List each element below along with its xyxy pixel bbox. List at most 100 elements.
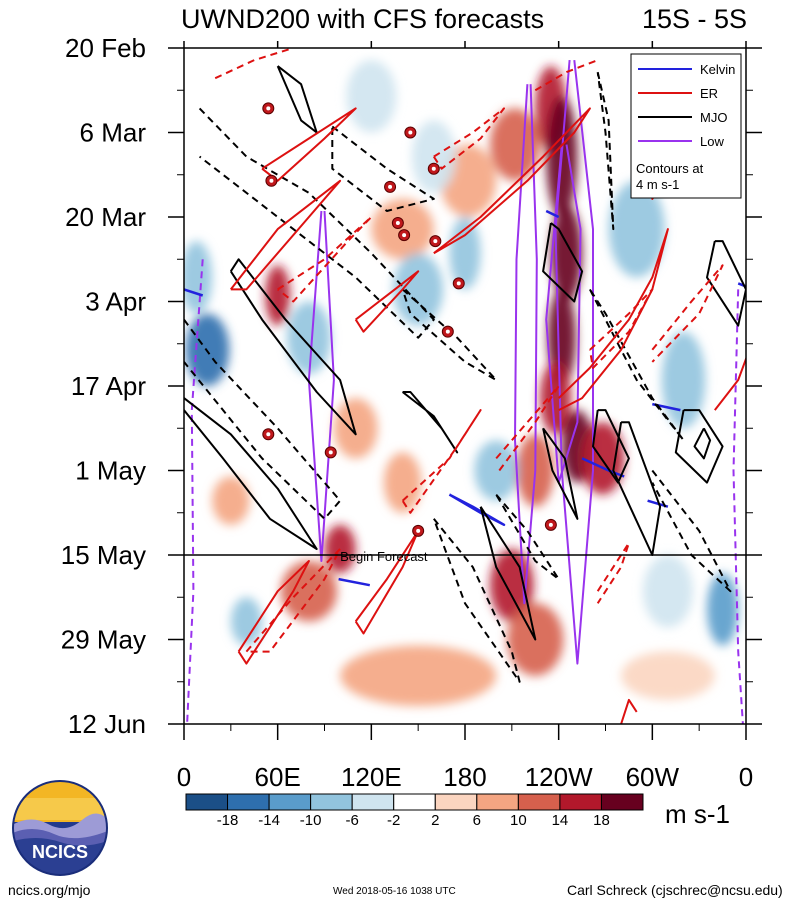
anomaly-cell (230, 597, 263, 646)
colorbar-swatch (393, 793, 436, 811)
anomaly-cell (287, 301, 331, 374)
contour-er-dashed (401, 409, 482, 514)
storm-markers (262, 102, 557, 537)
contour-er-dashed (245, 548, 342, 653)
x-tick-label: 0 (739, 762, 753, 792)
contour-er-dashed (495, 385, 560, 472)
storm-marker-eye (431, 166, 436, 171)
colorbar-swatch (227, 793, 270, 811)
storm-marker-icon (427, 162, 440, 175)
contour-low-solid (514, 84, 538, 605)
anomaly-cell (371, 198, 434, 260)
storm-marker-eye (395, 221, 400, 226)
storm-marker-icon (384, 180, 397, 193)
contour-mjo-dashed (331, 125, 435, 212)
x-tick-label: 120E (341, 762, 402, 792)
legend-entries: Kelvin ER MJO Low (638, 62, 735, 149)
colorbar-swatch (517, 793, 561, 811)
anomaly-cell (184, 241, 213, 314)
storm-marker-icon (324, 446, 337, 459)
contour-mjo-solid (592, 409, 630, 484)
colorbar-swatch (351, 793, 395, 811)
contour-er-solid (620, 698, 638, 724)
y-tick-label: 29 May (61, 625, 146, 655)
storm-marker-eye (548, 522, 553, 527)
y-tick-label: 1 May (75, 456, 146, 486)
legend-label-mjo: MJO (700, 110, 727, 125)
x-tick-label: 180 (443, 762, 486, 792)
contour-low-solid (307, 210, 335, 562)
contour-er-dashed (651, 264, 724, 363)
contour-kelvin-solid (184, 288, 204, 297)
footer-right: Carl Schreck (cjschrec@ncsu.edu) (567, 882, 783, 898)
anomaly-cell (212, 476, 250, 525)
anomaly-cell (621, 651, 715, 700)
storm-marker-icon (391, 217, 404, 230)
legend-note-line: 4 m s-1 (636, 177, 679, 192)
contour-er-solid (433, 107, 591, 255)
contour-er-solid (558, 228, 669, 411)
x-tick-label: 60E (255, 762, 301, 792)
legend: Kelvin ER MJO Low Contours at 4 m s-1 (630, 53, 742, 199)
contour-mjo-dashed (198, 107, 435, 339)
colorbar-swatch (268, 793, 312, 811)
anomaly-cell (324, 524, 356, 574)
contour-er-dashed (277, 216, 373, 303)
legend-box (630, 53, 742, 199)
colorbar-swatch (559, 793, 602, 811)
anomaly-cell (642, 555, 693, 628)
storm-marker-eye (416, 528, 421, 533)
contour-mjo-solid (542, 427, 579, 520)
anomaly-cell (340, 645, 497, 706)
storm-marker-eye (269, 178, 274, 183)
storm-marker-eye (388, 184, 393, 189)
colorbar-label: 10 (510, 812, 527, 829)
colorbar-swatch (434, 793, 478, 811)
storm-marker-eye (433, 239, 438, 244)
colorbar-label: -2 (387, 812, 400, 829)
contour-er-solid (354, 270, 420, 333)
storm-marker-eye (402, 233, 407, 238)
storm-marker-icon (265, 174, 278, 187)
contour-low-dashed (186, 259, 204, 724)
x-tick-label: 0 (177, 762, 191, 792)
x-axis: 0 60E 120E 180 120W 60W 0 (177, 41, 753, 792)
contour-er-solid (230, 179, 342, 291)
footer-left: ncics.org/mjo (8, 882, 91, 898)
storm-marker-eye (445, 329, 450, 334)
legend-note: Contours at 4 m s-1 (636, 161, 704, 192)
anomaly-cell (474, 440, 519, 501)
y-tick-label: 15 May (61, 540, 146, 570)
contour-er-solid (714, 355, 746, 411)
storm-marker-icon (262, 102, 275, 115)
storm-marker-icon (412, 524, 425, 537)
colorbar-swatch (310, 793, 353, 811)
y-tick-label: 20 Feb (65, 33, 146, 63)
anomaly-cell (661, 331, 706, 429)
contour-mjo-dashed (589, 288, 685, 442)
contour-mjo-dashed (184, 319, 342, 520)
contour-low-solid (554, 59, 594, 665)
contour-mjo-dashed (596, 71, 615, 231)
anomaly-cell (346, 60, 397, 133)
colorbar-swatch (185, 793, 229, 811)
contour-mjo-solid (184, 397, 318, 550)
colorbar-swatch (600, 793, 644, 811)
colorbar-label: -6 (346, 812, 359, 829)
colorbar-label: -18 (217, 812, 239, 829)
anomaly-cell (539, 361, 572, 435)
contour-low-dashed (732, 289, 744, 724)
storm-marker-icon (404, 126, 417, 139)
chart-region: 15S - 5S (642, 4, 747, 34)
y-axis: 20 Feb 6 Mar 20 Mar 3 Apr 17 Apr 1 May 15 May 2… (61, 33, 762, 739)
y-tick-label: 20 Mar (65, 202, 146, 232)
storm-marker-eye (456, 281, 461, 286)
ncics-logo: NCICS (12, 780, 108, 876)
contour-kelvin-solid (737, 282, 746, 288)
storm-marker-icon (452, 277, 465, 290)
storm-marker-eye (266, 432, 271, 437)
footer-center: Wed 2018-05-16 1038 UTC (333, 886, 456, 897)
colorbar-label: 18 (593, 812, 610, 829)
storm-marker-eye (408, 130, 413, 135)
colorbar-label: 6 (473, 812, 481, 829)
